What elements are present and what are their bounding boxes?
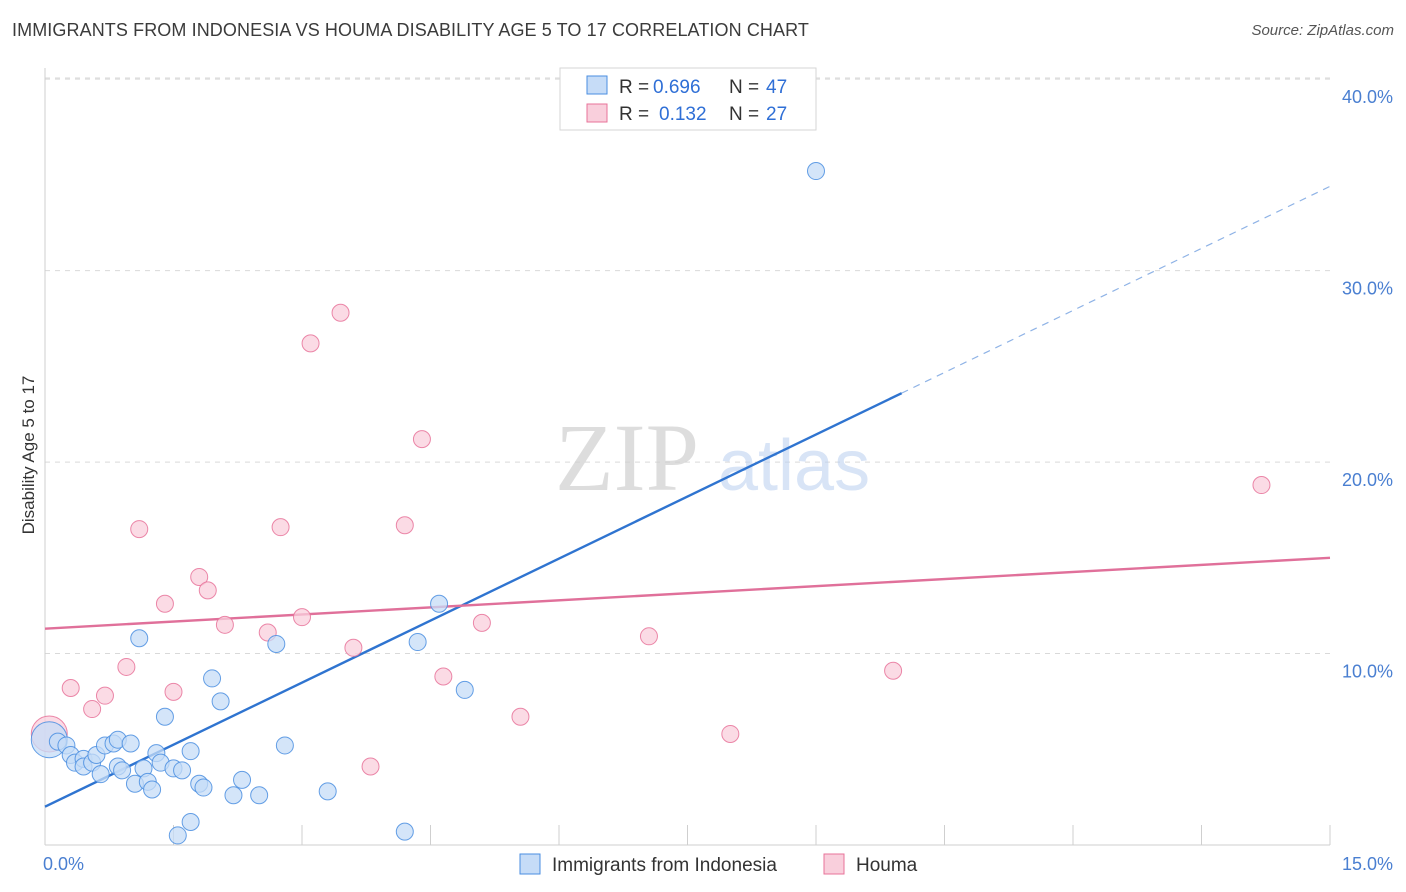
- y-tick-label-3: 40.0%: [1342, 87, 1393, 107]
- trend-line-indonesia-extension: [901, 185, 1331, 394]
- point-indonesia-41: [430, 594, 449, 613]
- point-houma-1: [61, 679, 80, 697]
- point-indonesia-34: [233, 770, 252, 789]
- point-houma-7: [164, 682, 183, 701]
- point-houma-17: [361, 757, 380, 776]
- legend-r-label-2: R =: [619, 104, 649, 125]
- point-houma-4: [117, 657, 136, 676]
- point-houma-16: [344, 638, 363, 657]
- point-houma-22: [511, 707, 530, 726]
- point-houma-3: [95, 686, 114, 705]
- point-indonesia-26: [173, 761, 192, 780]
- point-indonesia-32: [211, 692, 230, 711]
- point-indonesia-30: [194, 778, 213, 797]
- point-houma-26: [1252, 476, 1271, 495]
- legend-swatch-pink: [586, 103, 608, 123]
- point-houma-12: [271, 518, 290, 537]
- point-indonesia-31: [203, 669, 222, 688]
- point-indonesia-35: [250, 786, 269, 805]
- point-houma-8: [190, 567, 209, 586]
- point-indonesia-9: [91, 765, 110, 784]
- point-houma-25: [884, 661, 903, 680]
- point-indonesia-36: [267, 634, 286, 653]
- point-houma-5: [130, 520, 149, 539]
- point-indonesia-42: [455, 680, 474, 699]
- point-houma-9: [198, 581, 217, 600]
- point-houma-2: [83, 700, 102, 719]
- point-indonesia-27: [181, 742, 200, 761]
- point-indonesia-43: [807, 162, 825, 181]
- point-indonesia-14: [113, 761, 132, 780]
- point-houma-24: [721, 724, 740, 743]
- y-tick-label-0: 10.0%: [1342, 662, 1393, 682]
- x-tick-label-0: 0.0%: [43, 854, 84, 874]
- point-indonesia-17: [130, 629, 149, 648]
- point-houma-20: [434, 667, 453, 686]
- point-indonesia-15: [121, 734, 140, 753]
- point-houma-19: [412, 430, 431, 449]
- point-houma-13: [293, 608, 311, 627]
- legend-r-value-2: 0.132: [659, 104, 707, 125]
- legend-r-label-1: R =: [619, 77, 649, 98]
- source-label: Source: ZipAtlas.com: [1251, 22, 1394, 39]
- y-axis-label: Disability Age 5 to 17: [19, 376, 38, 535]
- legend-n-value-2: 27: [766, 104, 787, 125]
- point-indonesia-25: [168, 826, 187, 845]
- legend-n-value-1: 47: [766, 77, 787, 98]
- series-legend-swatch-blue: [519, 853, 541, 875]
- y-tick-label-2: 30.0%: [1342, 279, 1393, 299]
- point-indonesia-39: [395, 822, 414, 841]
- trend-lines: [44, 185, 1331, 808]
- gridlines: [45, 77, 1330, 655]
- point-houma-21: [472, 613, 491, 632]
- x-tick-label-1: 15.0%: [1342, 854, 1393, 874]
- series-legend-label-houma: Houma: [856, 855, 918, 876]
- legend-n-label-1: N =: [729, 77, 759, 98]
- point-indonesia-23: [155, 707, 174, 726]
- point-houma-18: [395, 516, 414, 535]
- x-tick-labels: 0.0% 15.0%: [43, 854, 1393, 874]
- watermark-atlas: atlas: [718, 426, 870, 506]
- chart-title: IMMIGRANTS FROM INDONESIA VS HOUMA DISAB…: [12, 20, 809, 40]
- watermark-zip: ZIP: [555, 404, 699, 511]
- trend-line-indonesia: [44, 392, 903, 808]
- series-legend-label-indonesia: Immigrants from Indonesia: [552, 855, 777, 876]
- point-indonesia-20: [143, 780, 162, 799]
- point-houma-10: [215, 615, 234, 634]
- point-indonesia-33: [224, 786, 243, 805]
- y-tick-labels: 10.0% 20.0% 30.0% 40.0%: [1342, 87, 1393, 681]
- point-houma-14: [301, 334, 320, 353]
- legend-r-value-1: 0.696: [653, 77, 701, 98]
- point-houma-23: [639, 627, 658, 646]
- point-houma-15: [331, 303, 350, 322]
- legend-swatch-blue: [586, 75, 608, 95]
- series-legend: Immigrants from Indonesia Houma: [519, 853, 918, 876]
- data-points: [30, 162, 1271, 845]
- series-legend-swatch-pink: [823, 853, 845, 875]
- legend-n-label-2: N =: [729, 104, 759, 125]
- axes: [44, 68, 1331, 846]
- point-indonesia-37: [275, 736, 294, 755]
- point-indonesia-28: [181, 813, 200, 832]
- point-indonesia-40: [408, 633, 427, 652]
- trend-line-houma: [44, 556, 1331, 630]
- point-houma-6: [155, 594, 174, 613]
- point-indonesia-38: [318, 782, 337, 801]
- correlation-legend: R = 0.696 N = 47 R = 0.132 N = 27: [559, 67, 817, 131]
- y-tick-label-1: 20.0%: [1342, 470, 1393, 490]
